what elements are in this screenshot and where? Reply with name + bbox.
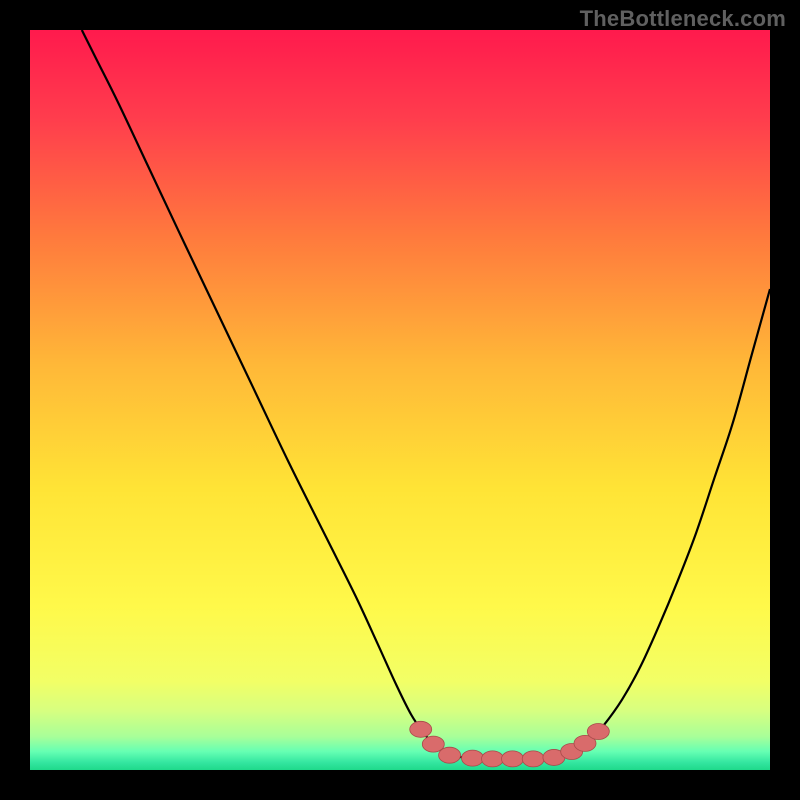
marker-layer	[30, 30, 770, 770]
data-marker	[462, 750, 484, 766]
data-marker	[501, 751, 523, 767]
data-marker	[410, 721, 432, 737]
data-marker	[482, 751, 504, 767]
data-marker	[587, 724, 609, 740]
plot-area	[30, 30, 770, 770]
chart-frame: TheBottleneck.com	[0, 0, 800, 800]
data-marker	[522, 751, 544, 767]
watermark-text: TheBottleneck.com	[580, 6, 786, 32]
data-marker	[439, 747, 461, 763]
